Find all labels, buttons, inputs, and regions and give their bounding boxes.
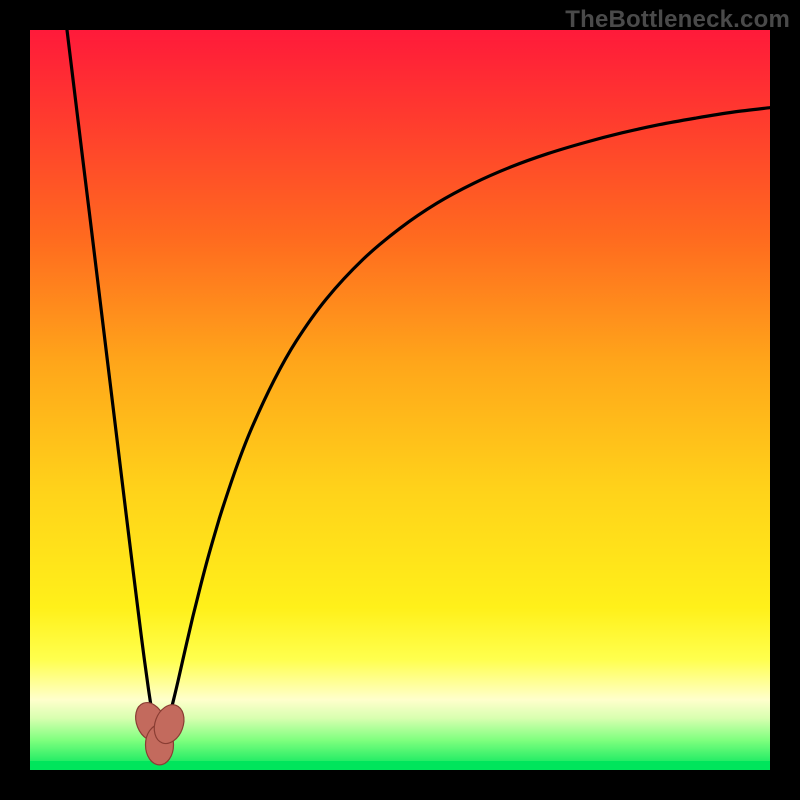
curve-layer <box>30 30 770 770</box>
plot-area <box>30 30 770 770</box>
watermark-text: TheBottleneck.com <box>565 6 790 34</box>
bottleneck-curve <box>67 30 770 737</box>
